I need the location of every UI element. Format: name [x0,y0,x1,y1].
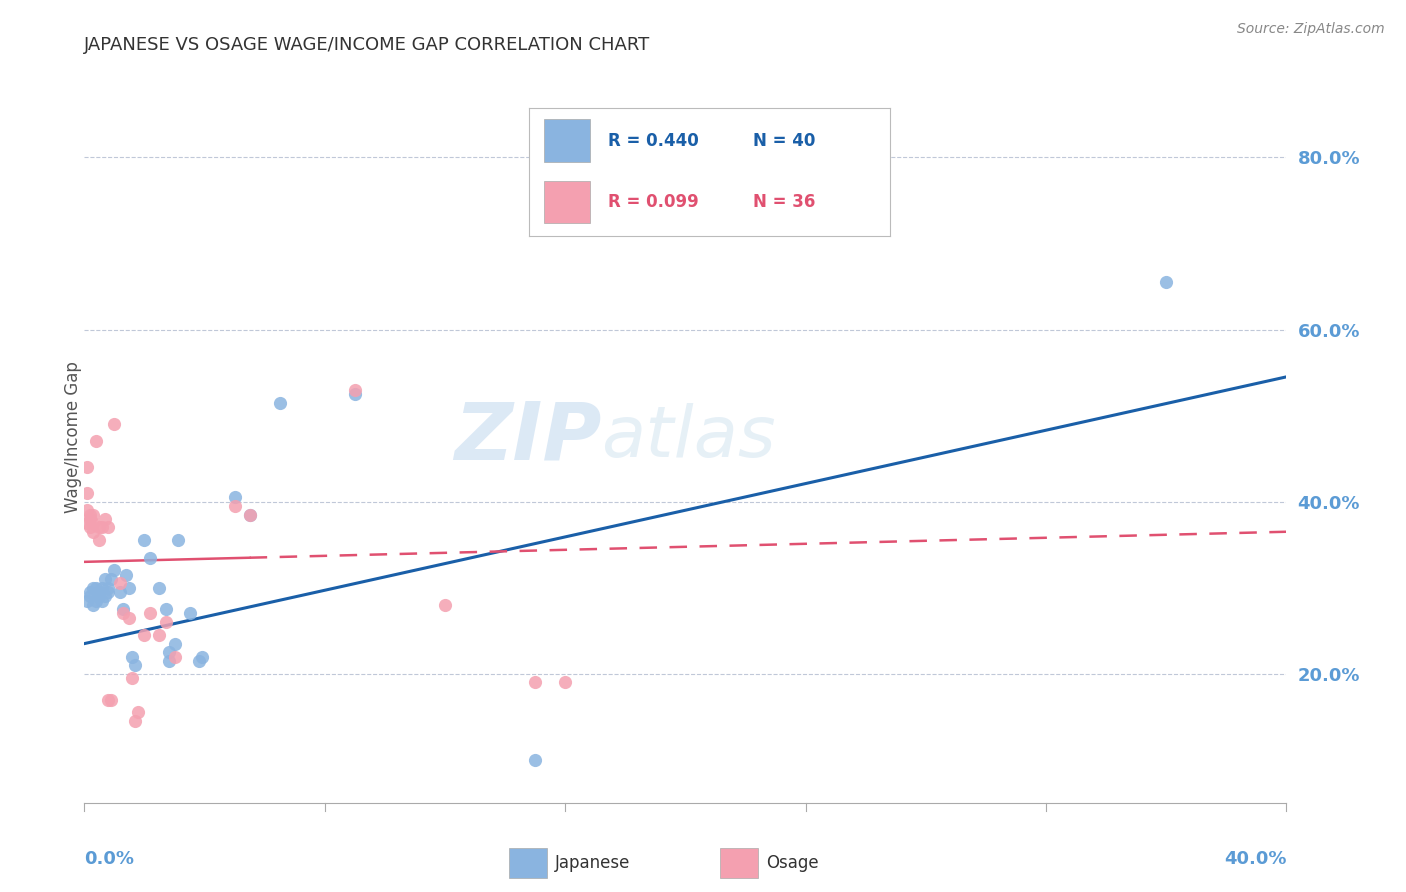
Point [103,417,125,432]
Point [76,516,98,530]
Text: ZIP: ZIP [454,398,602,476]
Point [94,572,117,586]
Text: Japanese: Japanese [555,854,631,872]
Point [76,593,98,607]
Point [139,607,162,621]
Point [127,706,149,720]
Point [82,508,104,522]
Point [269,395,291,409]
Point [94,512,117,526]
Point [148,581,170,595]
Point [110,576,132,591]
Bar [509,848,547,878]
Point [76,460,98,475]
Point [97,520,120,534]
Point [89,585,111,599]
Point [97,692,120,706]
Point [157,654,180,668]
Point [91,593,114,607]
Point [112,602,135,616]
Point [121,649,143,664]
Text: Osage: Osage [766,854,818,872]
Point [239,508,262,522]
Point [110,585,132,599]
Point [76,486,98,500]
Point [79,508,101,522]
Point [86,593,108,607]
Point [155,615,177,629]
Point [112,607,135,621]
Point [82,524,104,539]
Point [163,649,186,664]
Point [118,611,141,625]
Point [524,675,547,690]
Point [190,649,212,664]
Point [91,520,114,534]
Point [76,503,98,517]
Point [89,520,111,534]
Point [187,654,209,668]
Point [82,581,104,595]
Point [124,658,146,673]
Point [239,508,262,522]
Point [155,602,177,616]
Y-axis label: Wage/Income Gap: Wage/Income Gap [65,361,82,513]
Point [94,589,117,603]
Point [79,520,101,534]
Point [163,637,186,651]
Point [89,533,111,548]
Point [79,512,101,526]
Point [134,533,156,548]
Text: Source: ZipAtlas.com: Source: ZipAtlas.com [1237,22,1385,37]
Text: 0.0%: 0.0% [84,850,135,868]
Point [121,671,143,685]
Point [148,628,170,642]
Text: JAPANESE VS OSAGE WAGE/INCOME GAP CORRELATION CHART: JAPANESE VS OSAGE WAGE/INCOME GAP CORREL… [84,36,651,54]
Point [118,581,141,595]
Point [224,491,246,505]
Text: atlas: atlas [602,402,776,472]
Point [79,589,101,603]
Point [139,550,162,565]
Point [91,581,114,595]
Point [82,516,104,530]
Point [97,581,120,595]
Point [86,581,108,595]
Text: 40.0%: 40.0% [1225,850,1286,868]
Point [554,675,576,690]
Point [100,572,122,586]
Point [157,645,180,659]
Point [434,598,457,612]
Point [124,714,146,728]
Point [89,589,111,603]
Bar [720,848,758,878]
Point [86,434,108,449]
Point [103,564,125,578]
Point [343,383,366,397]
Point [100,692,122,706]
Point [115,567,138,582]
Point [97,585,120,599]
Point [134,628,156,642]
Point [524,753,547,767]
Point [224,499,246,513]
Point [1156,275,1178,289]
Point [166,533,188,548]
Point [343,387,366,401]
Point [179,607,201,621]
Point [82,598,104,612]
Point [79,585,101,599]
